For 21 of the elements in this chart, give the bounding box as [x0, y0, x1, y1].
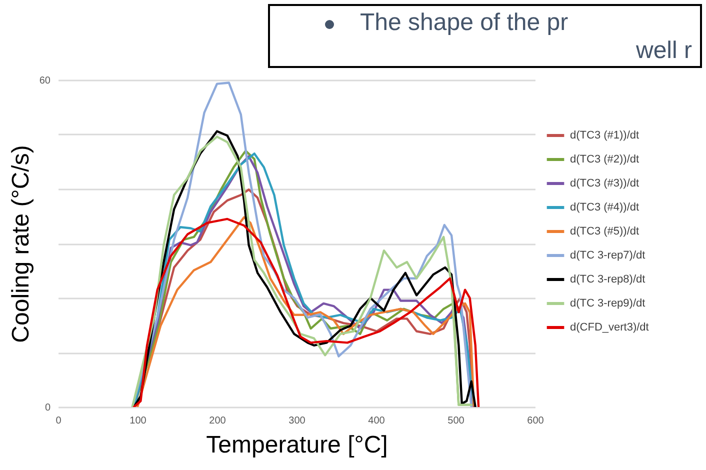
x-tick-label: 0 [56, 416, 62, 426]
legend-label: d(TC3 (#3))/dt [570, 178, 640, 190]
y-axis-title: Cooling rate (°C/s) [7, 145, 34, 343]
legend-label: d(TC3 (#2))/dt [570, 154, 640, 166]
y-tick-label: 60 [39, 76, 51, 86]
x-tick-label: 100 [130, 416, 147, 426]
legend-label: d(TC 3-rep9)/dt [570, 298, 646, 310]
legend-label: d(TC3 (#5))/dt [570, 226, 640, 238]
legend-label: d(TC 3-rep7)/dt [570, 250, 646, 262]
legend-label: d(TC 3-rep8)/dt [570, 274, 646, 286]
x-tick-label: 400 [368, 416, 386, 426]
x-tick-label: 200 [209, 416, 226, 426]
legend-label: d(TC3 (#1))/dt [570, 130, 640, 142]
x-tick-label: 600 [527, 416, 544, 426]
legend-label: d(CFD_vert3)/dt [570, 322, 649, 334]
x-axis-title: Temperature [°C] [206, 432, 388, 458]
x-tick-label: 500 [448, 416, 465, 426]
text: well r [636, 37, 692, 65]
x-tick-label: 300 [288, 416, 306, 426]
text: The shape of the pr [360, 9, 568, 37]
legend-label: d(TC3 (#4))/dt [570, 202, 640, 214]
